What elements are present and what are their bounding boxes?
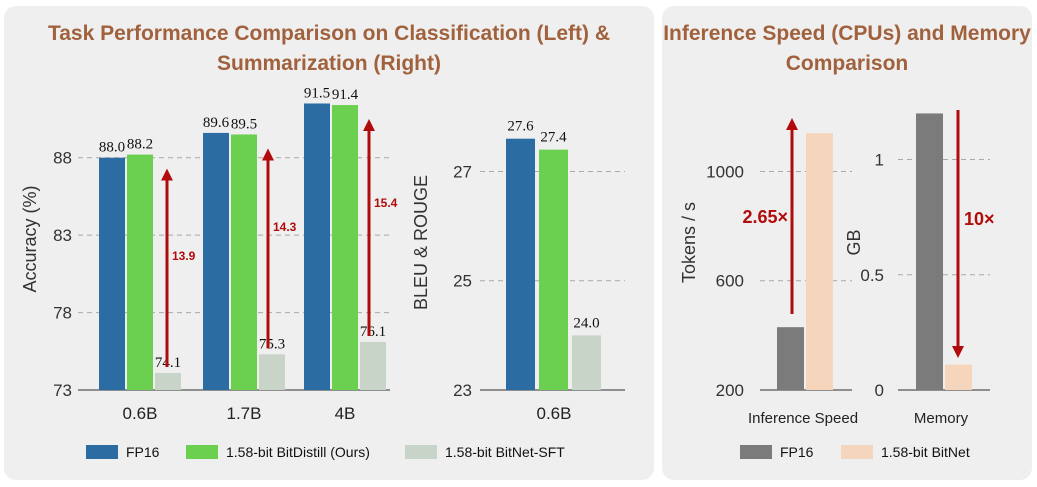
- bar-fp16: [99, 157, 125, 390]
- legend-label: 1.58-bit BitNet-SFT: [445, 444, 565, 460]
- legend-item: 1.58-bit BitNet-SFT: [405, 444, 565, 460]
- left-chart-title: Task Performance Comparison on Classific…: [47, 22, 611, 75]
- bar-fp16: [506, 138, 535, 390]
- y-axis-label: BLEU & ROUGE: [411, 175, 431, 310]
- y-tick-label: 1000: [706, 162, 744, 181]
- legend-item: 1.58-bit BitDistill (Ours): [186, 444, 370, 460]
- bar-1-58-bit-bitdistill-ours-: [231, 134, 257, 390]
- bar-1-58-bit-bitnet-sft: [259, 354, 285, 390]
- y-tick-label: 25: [453, 272, 472, 291]
- bar-1-58-bit-bitdistill-ours-: [332, 105, 358, 391]
- legend-label: 1.58-bit BitNet: [881, 444, 970, 460]
- data-label: 89.5: [231, 116, 257, 132]
- y-tick-label: 88: [53, 149, 72, 168]
- y-tick-label: 73: [53, 381, 72, 400]
- x-tick-label: 4B: [335, 404, 356, 423]
- bar-fp16: [777, 327, 804, 390]
- legend-swatch: [740, 445, 772, 459]
- y-tick-label: 200: [716, 381, 744, 400]
- y-axis-label: GB: [844, 229, 864, 255]
- bar-1-58-bit-bitdistill-ours-: [127, 154, 153, 390]
- data-label: 76.1: [360, 324, 386, 340]
- bar-fp16: [304, 103, 330, 390]
- legend-swatch: [405, 445, 437, 459]
- memory-reduction-label: 10×: [964, 209, 995, 229]
- y-tick-label: 0.5: [860, 266, 884, 285]
- y-tick-label: 78: [53, 304, 72, 323]
- y-tick-label: 83: [53, 226, 72, 245]
- data-label: 91.4: [332, 87, 359, 103]
- data-label: 27.4: [540, 130, 567, 146]
- x-tick-label: 0.6B: [537, 404, 572, 423]
- bar-1-58-bit-bitnet-sft: [572, 335, 601, 390]
- right-chart-title: Inference Speed (CPUs) and Memory Compar…: [663, 22, 1031, 75]
- data-label: 75.3: [259, 336, 285, 352]
- data-label: 91.5: [304, 85, 330, 101]
- y-tick-label: 0: [875, 381, 884, 400]
- y-tick-label: 600: [716, 272, 744, 291]
- legend-item: FP16: [86, 444, 159, 460]
- legend-swatch: [86, 445, 118, 459]
- bar-fp16: [203, 132, 229, 390]
- data-label: 89.6: [203, 115, 230, 131]
- improvement-label: 14.3: [273, 220, 297, 234]
- x-tick-label: Inference Speed: [748, 410, 858, 427]
- x-tick-label: 0.6B: [123, 404, 158, 423]
- bar-fp16: [916, 113, 943, 390]
- improvement-label: 13.9: [172, 249, 196, 263]
- legend-item: FP16: [740, 444, 813, 460]
- legend-label: FP16: [126, 444, 160, 460]
- bar-1-58-bit-bitnet-sft: [360, 341, 386, 390]
- x-tick-label: Memory: [914, 410, 969, 427]
- bar-1-58-bit-bitnet: [806, 133, 833, 391]
- speedup-label: 2.65×: [742, 207, 788, 227]
- y-tick-label: 27: [453, 162, 472, 181]
- legend-label: 1.58-bit BitDistill (Ours): [226, 444, 370, 460]
- legend-item: 1.58-bit BitNet: [841, 444, 970, 460]
- y-tick-label: 23: [453, 381, 472, 400]
- y-tick-label: 1: [875, 151, 884, 170]
- legend-swatch: [186, 445, 218, 459]
- bar-1-58-bit-bitnet-sft: [155, 372, 181, 390]
- y-axis-label: Accuracy (%): [20, 185, 40, 292]
- x-tick-label: 1.7B: [227, 404, 262, 423]
- right-panel: [662, 6, 1032, 480]
- bar-1-58-bit-bitdistill-ours-: [539, 149, 568, 390]
- y-axis-label: Tokens / s: [679, 202, 699, 283]
- improvement-label: 15.4: [374, 196, 398, 210]
- legend-label: FP16: [780, 444, 814, 460]
- data-label: 27.6: [507, 119, 534, 135]
- bar-1-58-bit-bitnet: [945, 364, 972, 390]
- data-label: 24.0: [573, 315, 599, 331]
- legend-swatch: [841, 445, 873, 459]
- data-label: 88.0: [99, 140, 125, 156]
- data-label: 88.2: [127, 137, 153, 153]
